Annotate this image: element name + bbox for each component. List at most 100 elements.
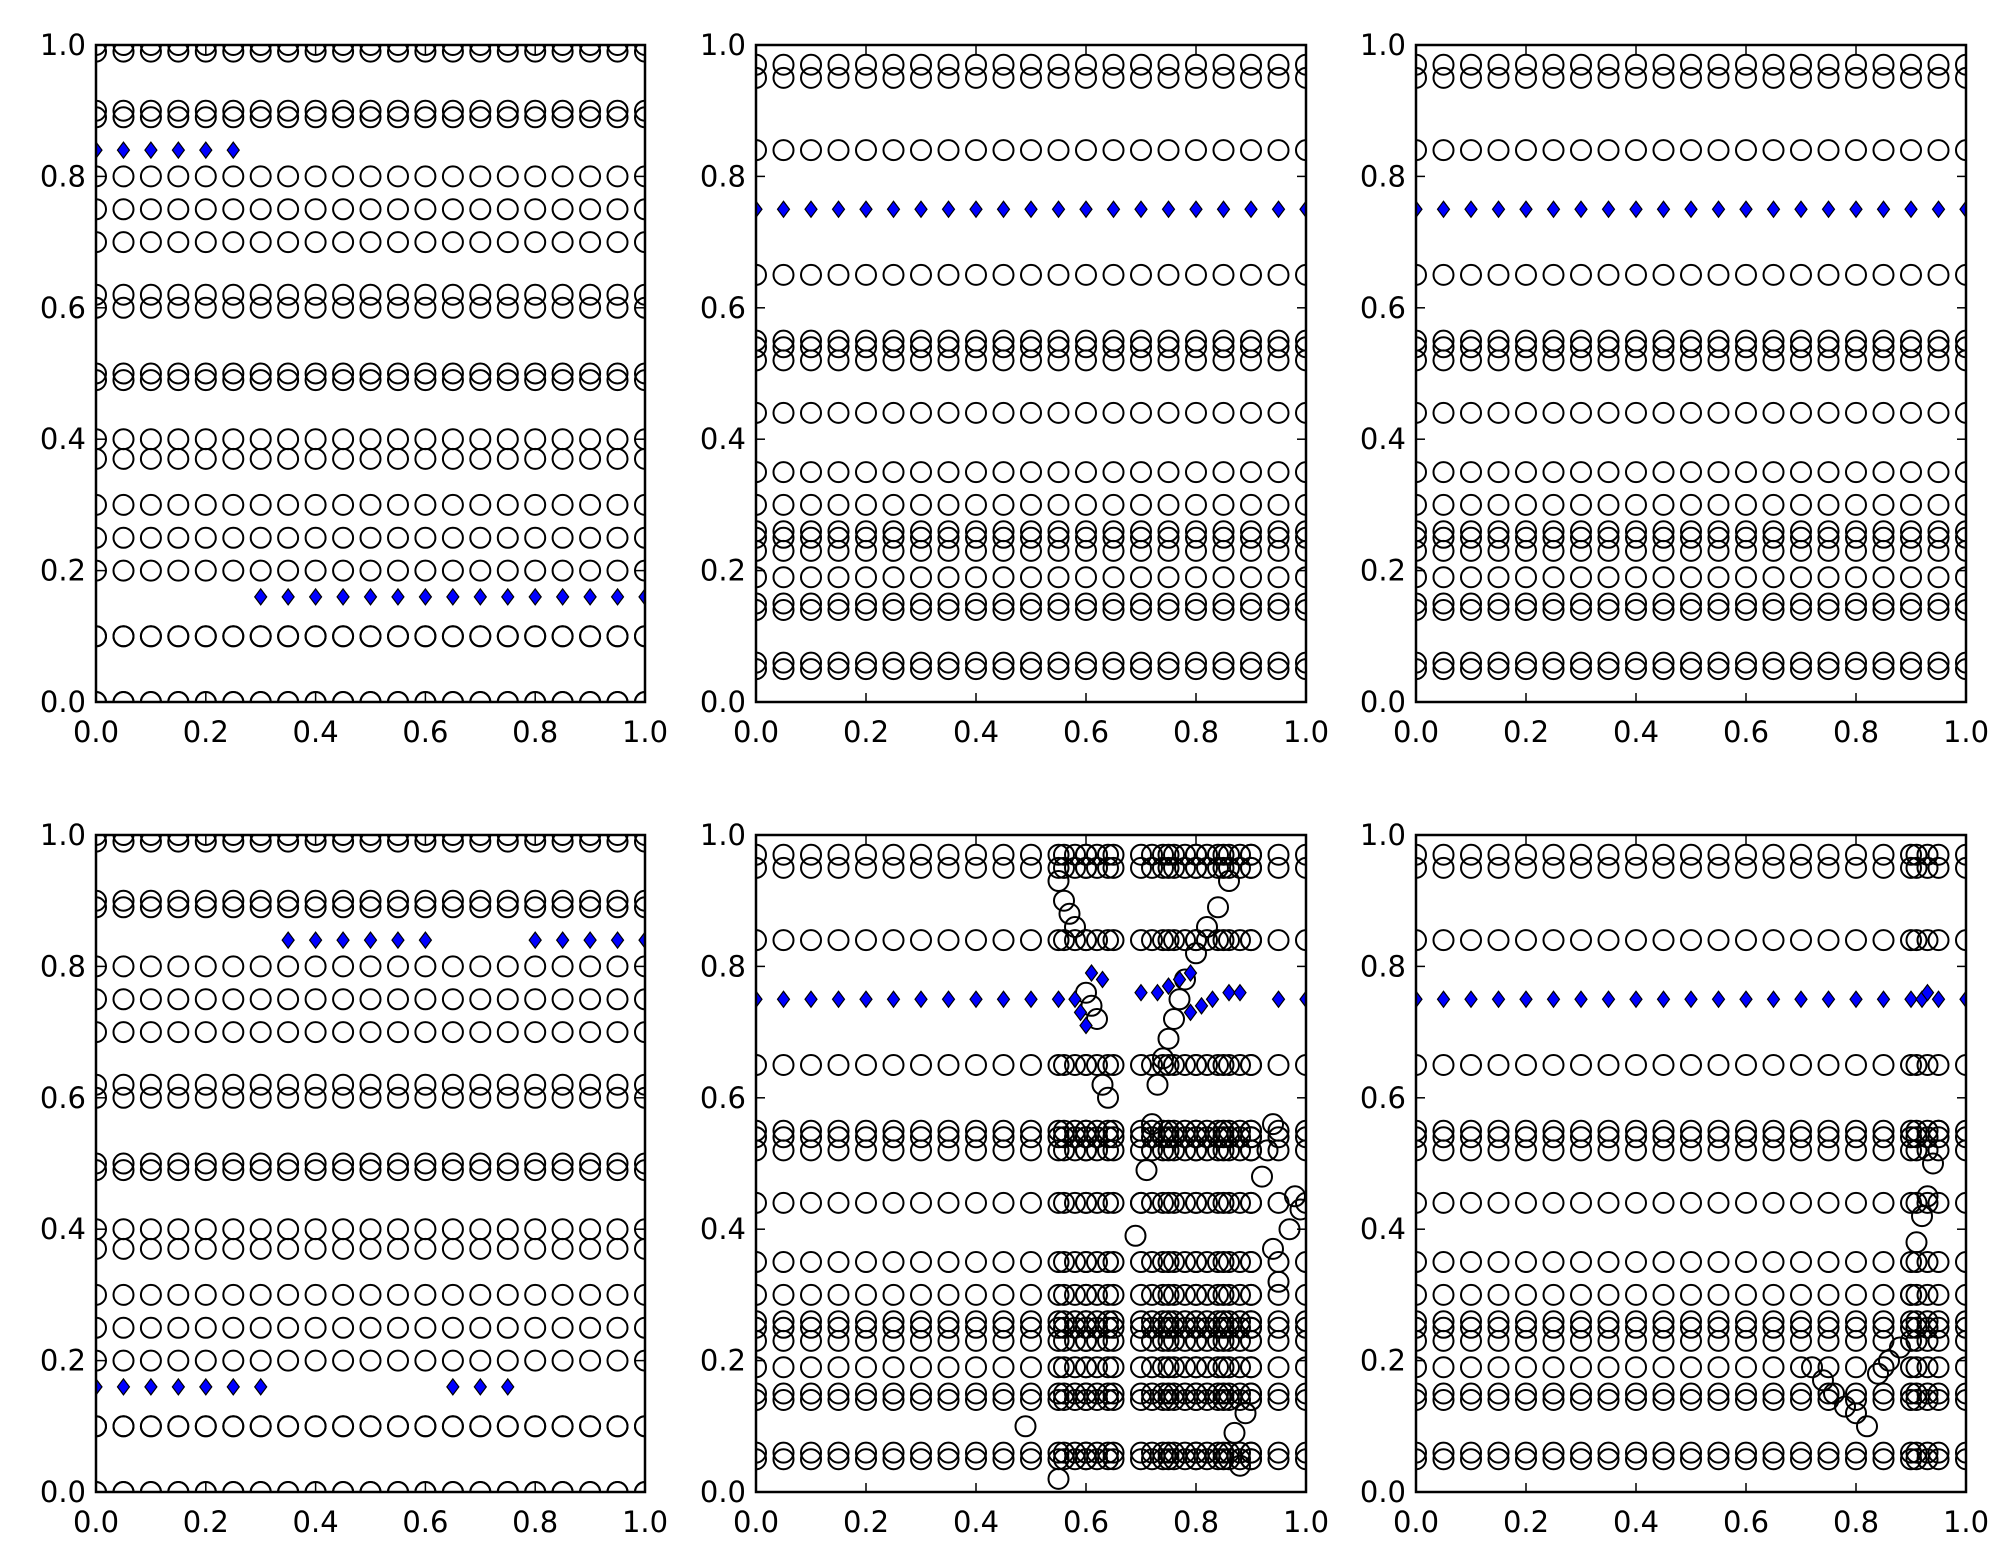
scatter-point <box>1102 843 1125 866</box>
scatter-point <box>800 1283 822 1306</box>
scatter-point <box>1487 1448 1510 1471</box>
scatter-point <box>882 401 905 424</box>
scatter-point <box>359 283 382 306</box>
scatter-point <box>992 493 1015 516</box>
scatter-point <box>1515 566 1537 589</box>
scatter-point <box>96 369 107 392</box>
scatter-point <box>1432 66 1455 89</box>
scatter-point <box>1130 53 1152 76</box>
scatter-point <box>1487 139 1510 162</box>
scatter-point <box>332 1283 355 1306</box>
scatter-point <box>1020 493 1042 516</box>
scatter-point <box>1086 1054 1108 1076</box>
scatter-point <box>1652 566 1675 589</box>
scatter-point <box>1597 856 1620 879</box>
scatter-point <box>1102 139 1125 162</box>
scatter-point <box>1267 401 1290 424</box>
scatter-point <box>194 1283 217 1306</box>
scatter-point <box>441 231 464 254</box>
scatter-point <box>167 1349 190 1372</box>
scatter-point <box>1075 929 1097 952</box>
scatter-point <box>827 1126 850 1149</box>
scatter-point <box>772 1441 795 1464</box>
scatter-point <box>359 1218 382 1241</box>
scatter-point <box>524 1152 547 1175</box>
scatter-point <box>1707 1054 1730 1076</box>
scatter-point <box>1075 461 1097 484</box>
scatter-point <box>551 889 574 912</box>
scatter-point <box>249 231 272 254</box>
scatter-point <box>496 362 519 385</box>
scatter-point <box>524 493 547 516</box>
x-tick-label: 0.0 <box>733 715 779 749</box>
scatter-point <box>1900 1251 1922 1273</box>
scatter-point <box>1487 336 1510 359</box>
scatter-point <box>1762 592 1785 615</box>
scatter-point <box>551 106 574 129</box>
scatter-point <box>772 843 795 866</box>
scatter-point <box>1075 493 1097 516</box>
scatter-point <box>800 493 822 516</box>
scatter-point <box>882 461 905 484</box>
scatter-point <box>827 526 850 549</box>
scatter-point <box>1416 1382 1427 1405</box>
scatter-point <box>1152 1251 1174 1273</box>
scatter-point <box>1817 843 1840 866</box>
scatter-point <box>441 988 464 1011</box>
scatter-point <box>910 1441 932 1464</box>
scatter-point <box>1157 520 1180 543</box>
scatter-point <box>167 1159 190 1182</box>
diamond-point <box>1183 1003 1198 1022</box>
scatter-point <box>1900 461 1922 484</box>
scatter-point <box>1707 1283 1730 1306</box>
scatter-point <box>1680 401 1702 424</box>
scatter-point <box>139 1152 162 1175</box>
y-tick-label: 0.0 <box>40 1475 86 1509</box>
scatter-point <box>96 1283 107 1306</box>
scatter-point <box>249 99 272 122</box>
scatter-point <box>1047 599 1070 621</box>
scatter-point <box>1091 1073 1114 1096</box>
scatter-point <box>1707 336 1730 359</box>
scatter-point <box>222 165 245 188</box>
scatter-point <box>1872 1126 1895 1149</box>
scatter-point <box>1955 592 1966 615</box>
scatter-point <box>606 835 629 853</box>
scatter-point <box>1295 1441 1306 1464</box>
scatter-point <box>992 592 1015 615</box>
scatter-point <box>1625 66 1647 89</box>
scatter-point <box>882 1119 905 1142</box>
scatter-point <box>579 1349 602 1372</box>
scatter-point <box>1487 263 1510 286</box>
scatter-point <box>304 1237 327 1260</box>
scatter-point <box>1817 526 1840 549</box>
scatter-point <box>1762 651 1785 674</box>
scatter-point <box>992 526 1015 549</box>
scatter-point <box>1240 651 1262 674</box>
scatter-point <box>441 526 464 549</box>
scatter-point <box>249 625 272 648</box>
diamond-point <box>473 587 488 606</box>
scatter-point <box>1075 1310 1097 1333</box>
scatter-point <box>1207 1283 1229 1306</box>
scatter-point <box>277 198 300 221</box>
scatter-point <box>1812 1369 1834 1392</box>
y-tick-label: 0.2 <box>40 1344 86 1378</box>
scatter-point <box>1157 1356 1180 1379</box>
scatter-point <box>1680 1316 1702 1339</box>
scatter-point <box>222 362 245 385</box>
scatter-point <box>1295 651 1306 674</box>
scatter-point <box>1542 526 1565 549</box>
scatter-point <box>332 835 355 853</box>
scatter-point <box>1872 139 1895 162</box>
scatter-point <box>304 493 327 516</box>
scatter-point <box>1955 349 1966 372</box>
scatter-point <box>1064 1251 1086 1273</box>
scatter-point <box>882 1126 905 1149</box>
scatter-point <box>1927 401 1950 424</box>
scatter-point <box>992 651 1015 674</box>
scatter-point <box>1047 53 1070 76</box>
scatter-point <box>1212 651 1235 674</box>
scatter-point <box>1680 1389 1702 1411</box>
scatter-point <box>1872 1251 1895 1273</box>
